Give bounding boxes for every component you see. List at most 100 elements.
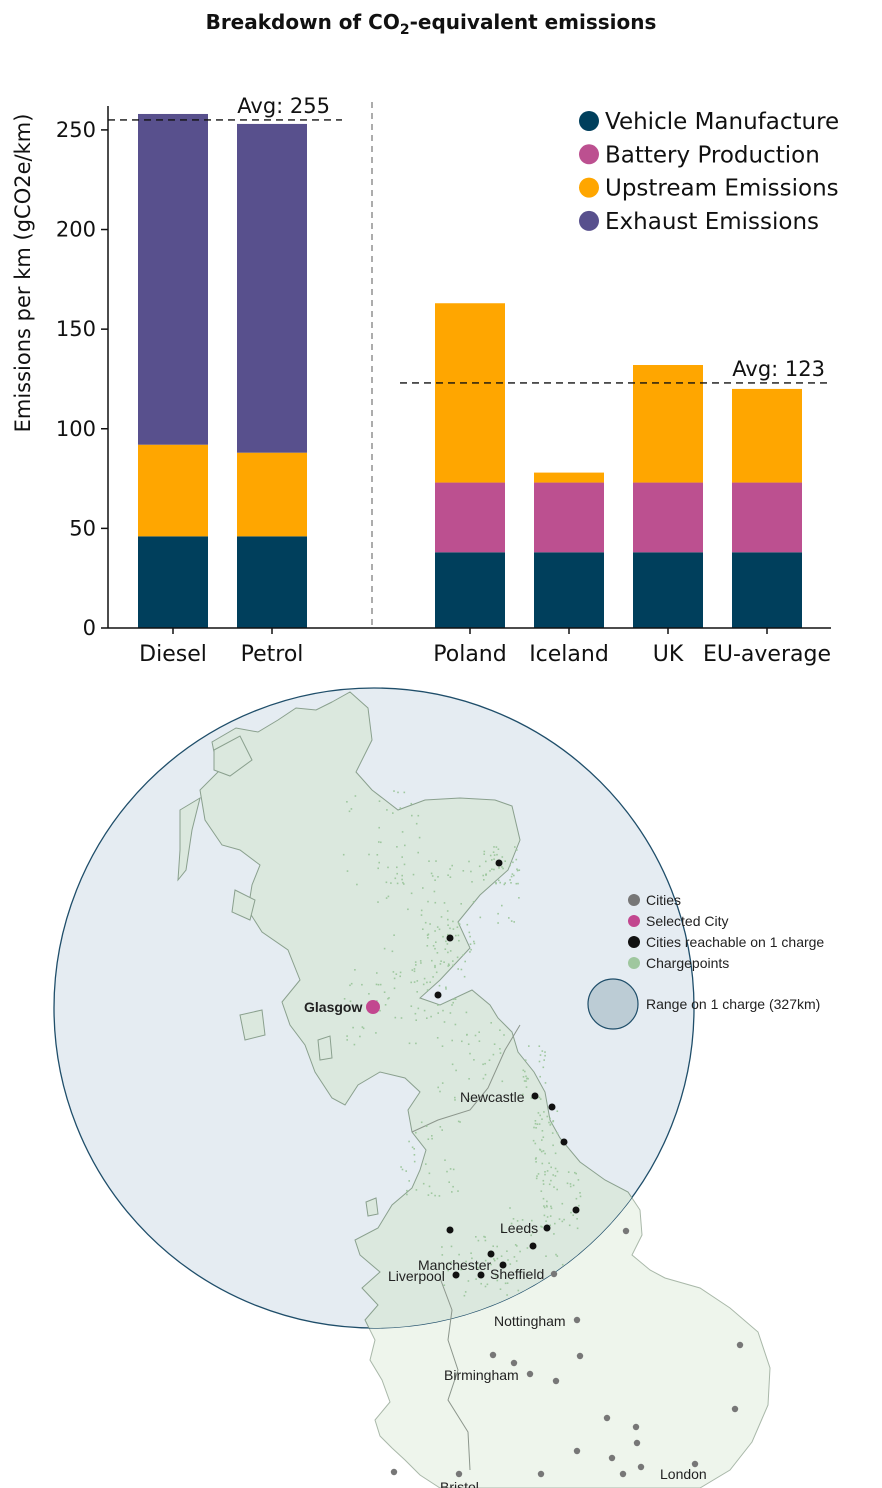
chargepoint-dot xyxy=(454,998,457,1000)
y-tick-label: 100 xyxy=(56,417,96,441)
y-tick-label: 200 xyxy=(56,218,96,242)
chargepoint-dot xyxy=(445,988,447,990)
chargepoint-dot xyxy=(440,916,443,918)
chart-title-prefix: Breakdown of CO xyxy=(205,10,400,34)
chargepoint-dot xyxy=(437,1012,439,1014)
chargepoint-dot xyxy=(532,1139,535,1142)
chargepoint-dot xyxy=(525,1075,527,1078)
chargepoint-dot xyxy=(514,1244,517,1246)
chargepoint-dot xyxy=(563,1218,565,1221)
x-tick-label: EU-average xyxy=(703,642,831,667)
chargepoint-dot xyxy=(550,1205,552,1208)
chargepoint-dot xyxy=(519,1250,521,1253)
skye-island xyxy=(231,889,256,921)
chargepoint-dot xyxy=(484,1236,486,1238)
chargepoint-dot xyxy=(431,1135,433,1137)
chargepoint-dot xyxy=(572,1214,574,1216)
chargepoint-dot xyxy=(437,876,439,878)
chargepoint-dot xyxy=(472,901,475,903)
chargepoint-dot xyxy=(385,881,388,884)
chargepoint-dot xyxy=(517,882,519,885)
chargepoint-dot xyxy=(554,1222,556,1225)
chargepoint-dot xyxy=(359,1035,361,1038)
reachable-city-dot xyxy=(499,1261,507,1269)
chargepoint-dot xyxy=(428,1172,431,1175)
chargepoint-dot xyxy=(447,963,450,965)
chargepoint-dot xyxy=(457,1120,460,1123)
chargepoint-dot xyxy=(446,910,449,912)
chargepoint-dot xyxy=(491,868,493,870)
chargepoint-dot xyxy=(411,1146,414,1149)
chargepoint-dot xyxy=(380,841,382,844)
chargepoint-dot xyxy=(489,870,491,872)
chargepoint-dot xyxy=(346,801,348,803)
chargepoint-dot xyxy=(480,1282,482,1285)
chargepoint-dot xyxy=(577,1179,580,1181)
axes: 0 50 100 150 200 250 Diesel Petrol Poland Iceland… xyxy=(56,102,831,667)
chargepoint-dot xyxy=(549,1124,552,1126)
legend-label: Exhaust Emissions xyxy=(605,209,819,235)
chargepoint-dot xyxy=(431,1137,433,1140)
chargepoint-dot xyxy=(430,1192,433,1194)
chargepoint-dot xyxy=(469,951,471,953)
chargepoint-dot xyxy=(444,1159,446,1161)
legend-marker-range xyxy=(587,978,639,1030)
chargepoint-dot xyxy=(552,1120,554,1123)
chargepoint-dot xyxy=(535,1177,538,1180)
chargepoint-dot xyxy=(368,853,370,856)
chargepoint-dot xyxy=(446,943,449,945)
chargepoint-dot xyxy=(516,868,518,870)
chargepoint-dot xyxy=(393,977,396,980)
chargepoint-dot xyxy=(438,928,441,931)
chargepoint-dot xyxy=(454,1096,456,1099)
chargepoint-dot xyxy=(379,1009,381,1012)
chargepoint-dot xyxy=(396,872,398,875)
city-label-sheffield: Sheffield xyxy=(490,1266,544,1282)
city-label-manchester: Manchester xyxy=(418,1257,491,1273)
chargepoint-dot xyxy=(554,1175,557,1177)
chargepoint-dot xyxy=(469,943,472,945)
bar-poland-upstream-emissions xyxy=(435,303,505,483)
chargepoint-dot xyxy=(475,1278,477,1280)
chargepoint-dot xyxy=(544,1054,546,1057)
chargepoint-dot xyxy=(478,1031,480,1033)
chargepoint-dot xyxy=(575,1172,577,1175)
y-tick-label: 50 xyxy=(69,516,96,540)
chargepoint-dot xyxy=(501,904,503,907)
chart-title-subscript: 2 xyxy=(399,22,410,38)
chargepoint-dot xyxy=(512,1218,515,1220)
chargepoint-dot xyxy=(450,1261,452,1263)
chargepoint-dot xyxy=(459,1121,461,1123)
legend-label-range: Range on 1 charge (327km) xyxy=(646,996,820,1012)
chargepoint-dot xyxy=(513,921,515,923)
chargepoint-dot xyxy=(500,1255,503,1257)
chargepoint-dot xyxy=(426,989,429,991)
chargepoint-dot xyxy=(431,875,434,877)
reachable-city-dot xyxy=(543,1224,551,1232)
chargepoint-dot xyxy=(509,864,511,867)
chargepoint-dot xyxy=(350,982,353,985)
chargepoint-dot xyxy=(493,1043,496,1045)
chargepoint-dot xyxy=(496,1257,499,1260)
chargepoint-dot xyxy=(516,1220,519,1222)
legend-marker xyxy=(579,177,599,198)
chargepoint-dot xyxy=(504,860,506,862)
city-dot xyxy=(608,1454,616,1462)
chargepoint-dot xyxy=(535,1127,537,1129)
chargepoint-dot xyxy=(452,928,455,930)
chargepoint-dot xyxy=(486,1094,488,1097)
chargepoint-dot xyxy=(501,1080,504,1083)
chargepoint-dot xyxy=(476,1262,479,1265)
bar-eu-average-battery-production xyxy=(732,482,802,553)
chargepoint-dot xyxy=(493,846,495,848)
chargepoint-dot xyxy=(552,1174,554,1176)
city-dot xyxy=(510,1359,518,1367)
chargepoint-dot xyxy=(492,1245,494,1247)
reachable-city-dot xyxy=(446,1226,454,1234)
bar-iceland-vehicle-manufacture xyxy=(534,552,604,628)
reachable-city-dot xyxy=(529,1242,537,1250)
chargepoint-dot xyxy=(507,1259,509,1261)
chargepoint-dot xyxy=(485,860,487,863)
reachable-city-dot xyxy=(446,934,454,942)
range-map: Glasgow Newcastle Leeds Manchester Liver… xyxy=(53,687,824,1488)
